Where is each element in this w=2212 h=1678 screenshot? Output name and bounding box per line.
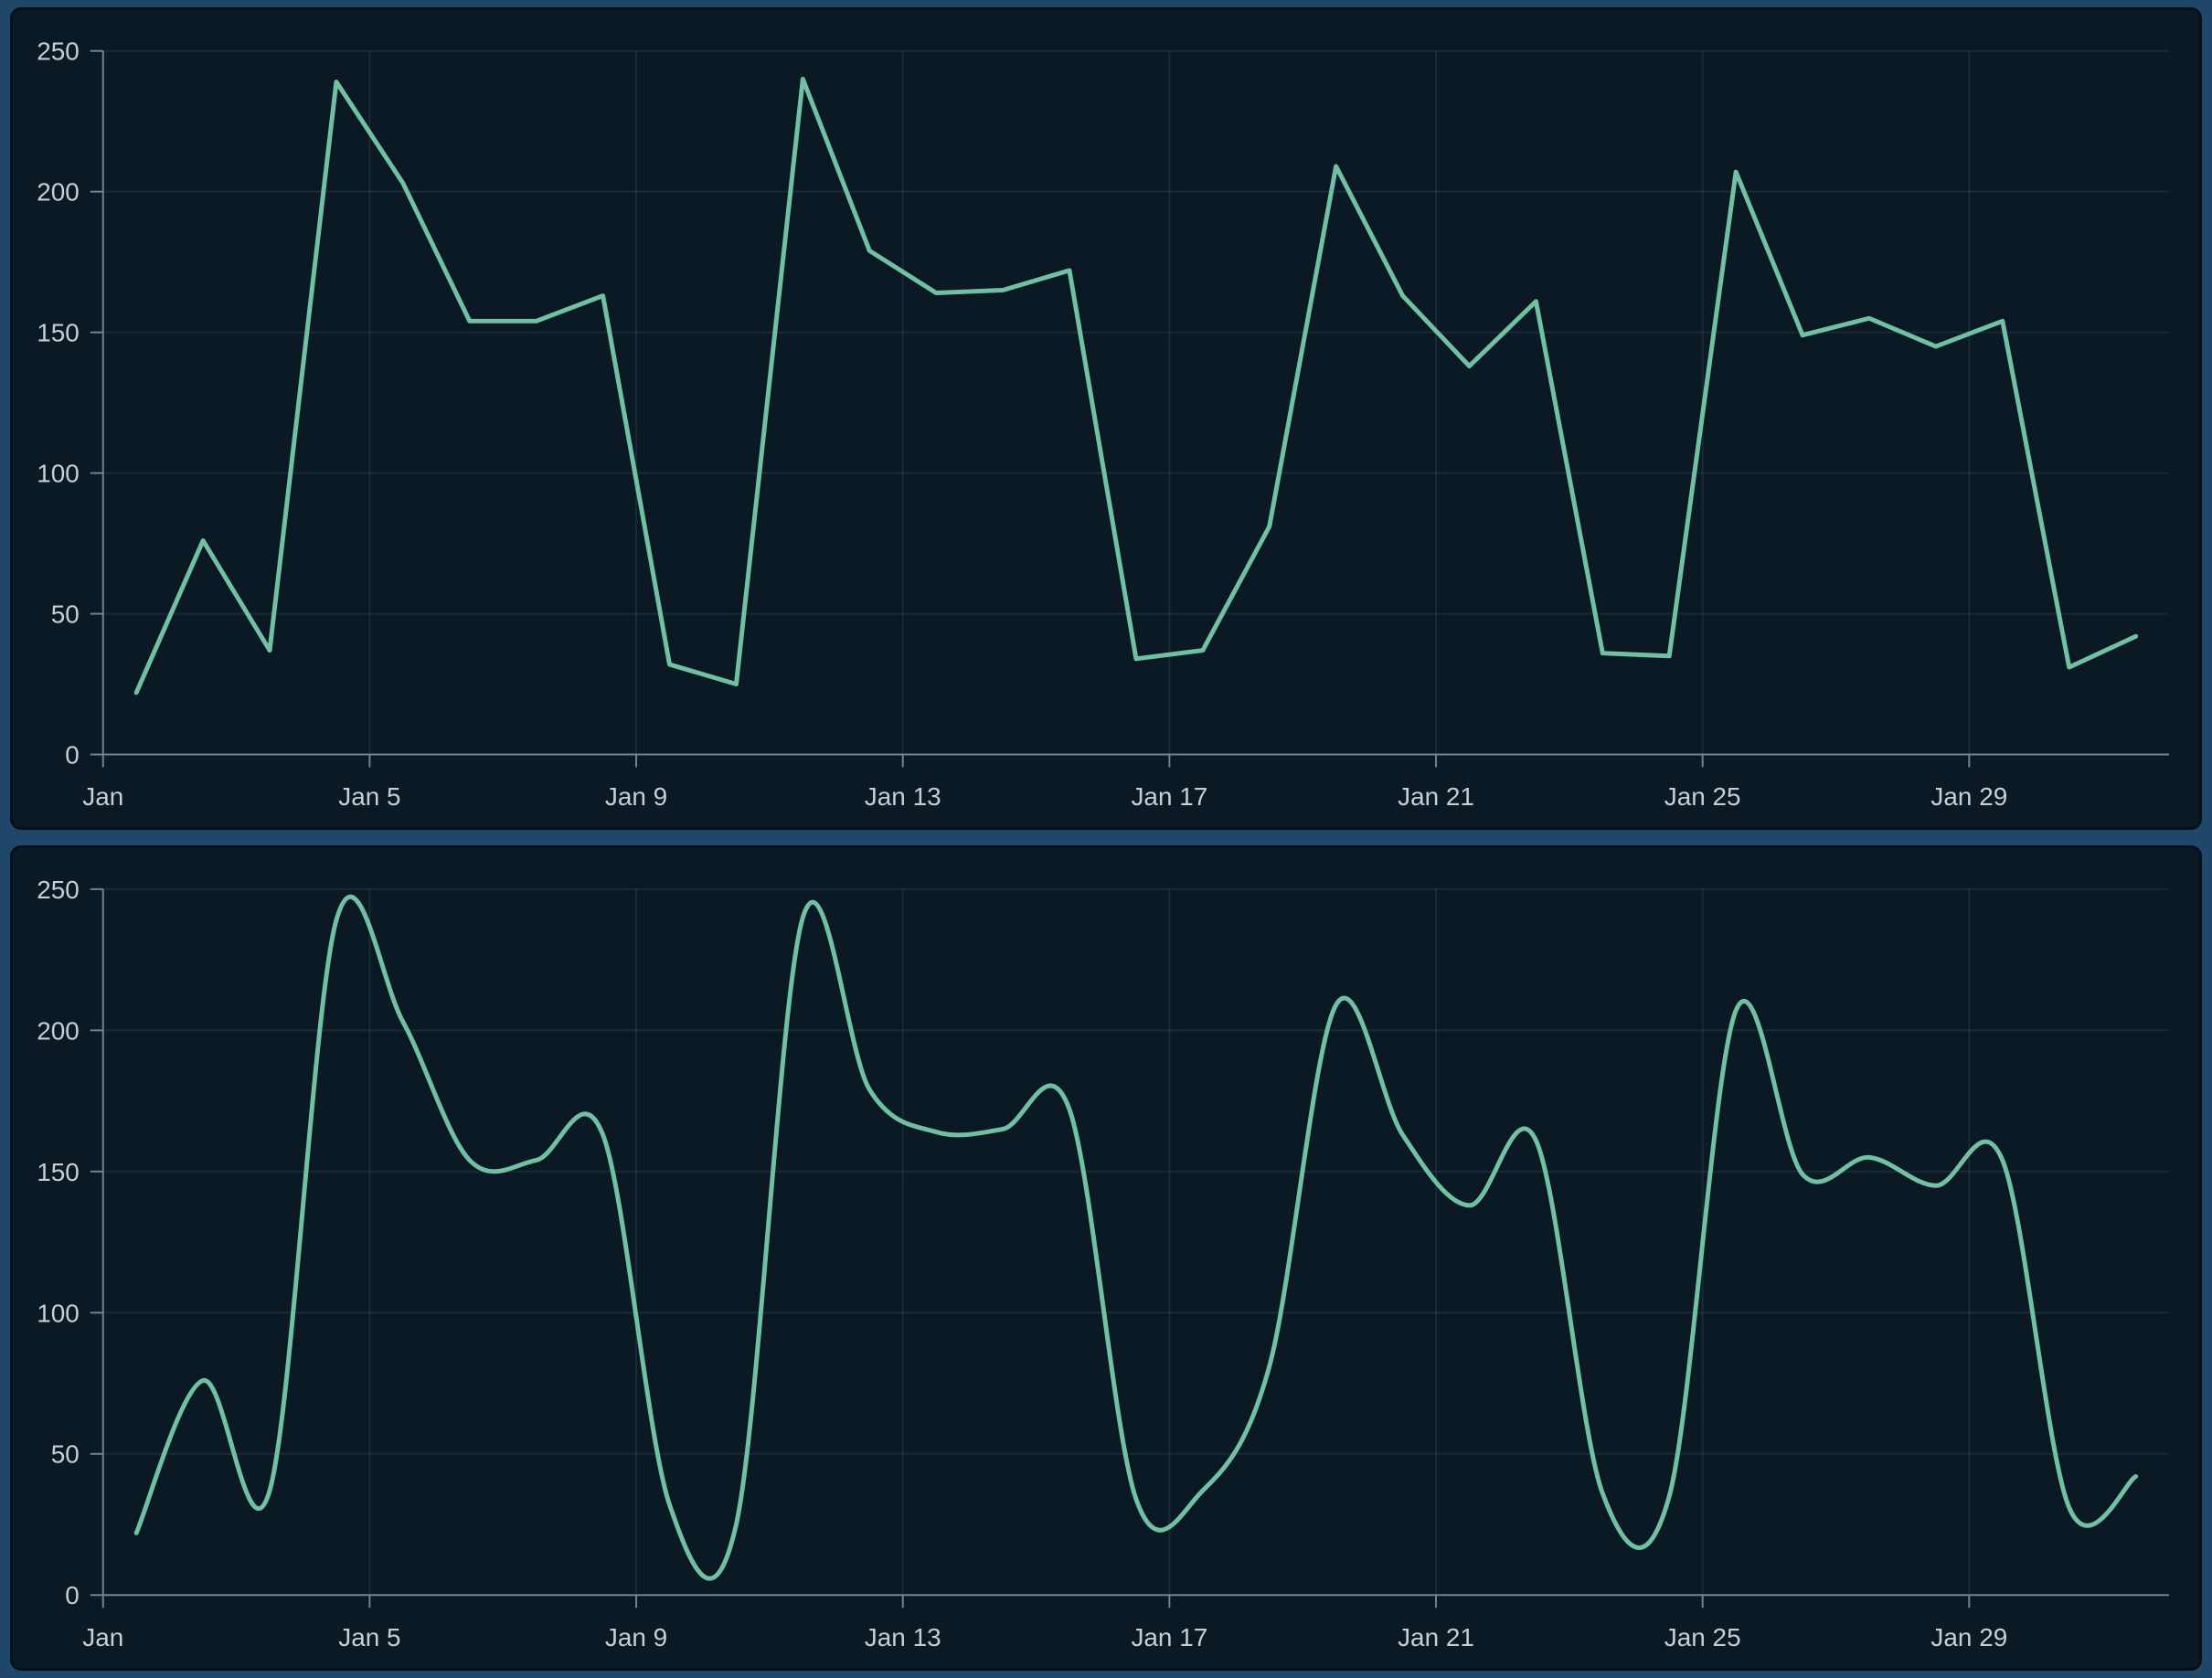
x-tick-label: Jan 17 — [1131, 1623, 1207, 1651]
y-tick-label: 100 — [37, 460, 80, 488]
y-tick-label: 0 — [65, 1581, 80, 1609]
y-tick-label: 0 — [65, 741, 80, 770]
top-chart-panel: 0 50 100 150 200 250 Jan Jan 5 Jan 9 Jan 13 Jan 17… — [10, 7, 2202, 830]
x-tick-label: Jan 9 — [605, 782, 667, 811]
x-tick-label: Jan 5 — [338, 1623, 400, 1651]
y-tick-label: 200 — [37, 1016, 80, 1045]
x-tick-label: Jan 13 — [865, 1623, 941, 1651]
x-tick-label: Jan 9 — [605, 1623, 667, 1651]
x-tick-label: Jan 21 — [1398, 782, 1474, 811]
y-tick-label: 150 — [37, 1158, 80, 1186]
series-line — [133, 77, 2139, 696]
x-tick-label: Jan 25 — [1664, 1623, 1741, 1651]
y-tick-label: 100 — [37, 1299, 80, 1327]
series-line — [133, 894, 2139, 1581]
y-tick-label: 250 — [37, 37, 80, 66]
bottom-chart-panel: 0 50 100 150 200 250 Jan Jan 5 Jan 9 Jan 13 Jan 17… — [10, 845, 2202, 1671]
x-tick-label: Jan 17 — [1131, 782, 1207, 811]
x-tick-label: Jan 13 — [865, 782, 941, 811]
x-tick-label: Jan — [82, 782, 123, 811]
line-chart-linear: 0 50 100 150 200 250 Jan Jan 5 Jan 9 Jan 13 Jan 17… — [37, 37, 2170, 811]
x-tick-label: Jan 21 — [1398, 1623, 1474, 1651]
x-tick-label: Jan 29 — [1930, 1623, 2007, 1651]
x-tick-label: Jan 29 — [1930, 782, 2007, 811]
y-tick-label: 250 — [37, 876, 80, 904]
x-tick-label: Jan 25 — [1664, 782, 1741, 811]
x-tick-label: Jan 5 — [338, 782, 400, 811]
y-tick-label: 50 — [51, 1440, 80, 1469]
line-chart-smooth: 0 50 100 150 200 250 Jan Jan 5 Jan 9 Jan 13 Jan 17… — [37, 876, 2170, 1651]
y-tick-label: 50 — [51, 600, 80, 629]
y-tick-label: 200 — [37, 178, 80, 207]
x-tick-label: Jan — [82, 1623, 123, 1651]
y-tick-label: 150 — [37, 319, 80, 347]
